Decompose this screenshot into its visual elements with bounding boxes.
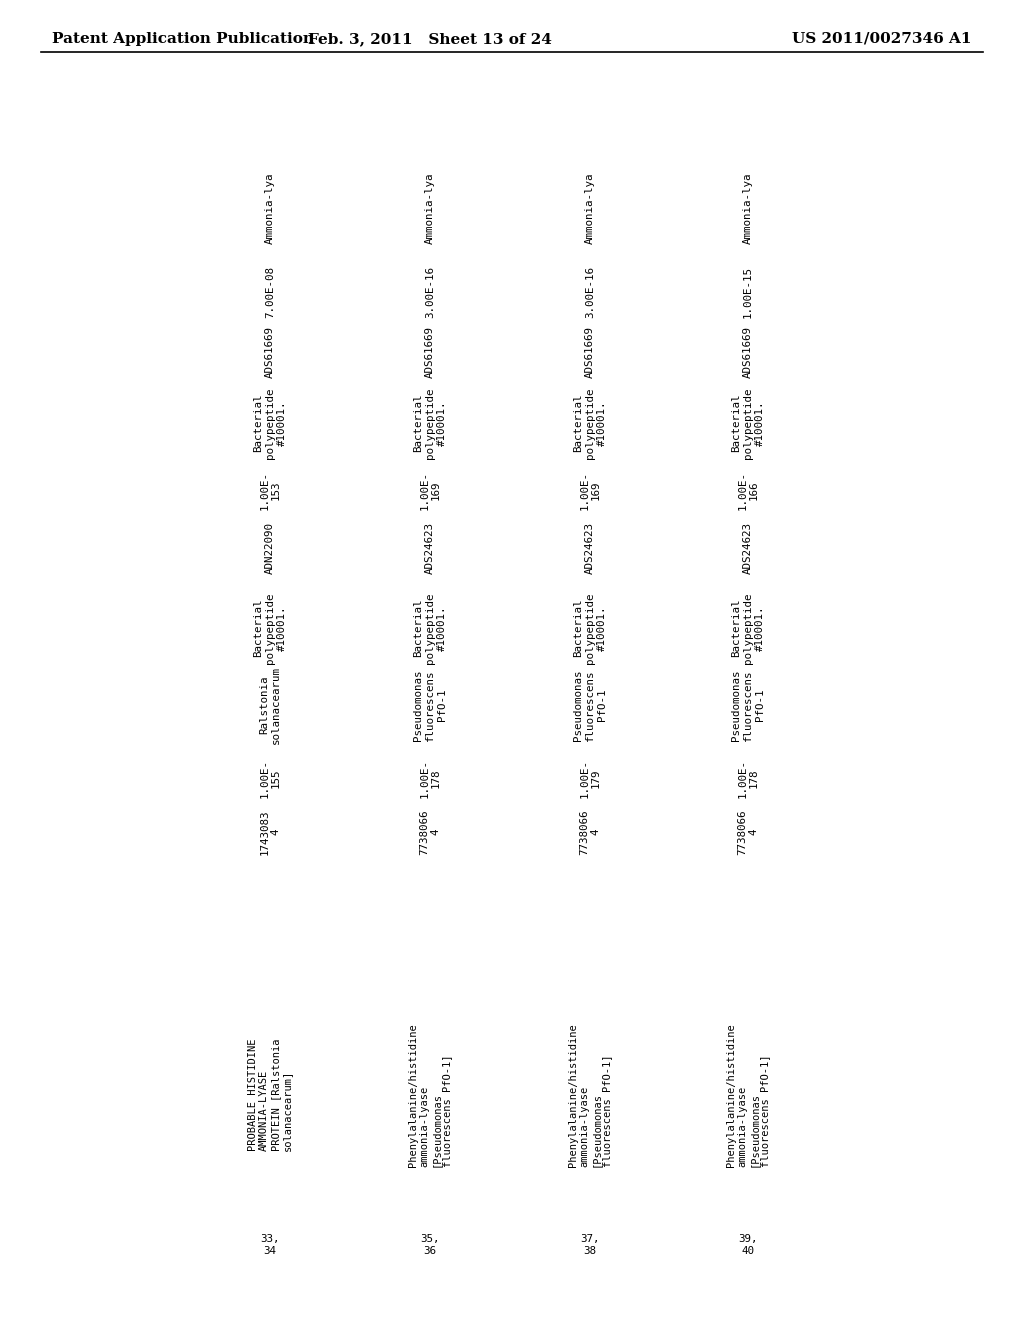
Text: 35,
36: 35, 36 (420, 1234, 439, 1255)
Text: PROBABLE HISTIDINE
AMMONIA-LYASE
PROTEIN [Ralstonia
solanacearum]: PROBABLE HISTIDINE AMMONIA-LYASE PROTEIN… (248, 1039, 293, 1151)
Text: US 2011/0027346 A1: US 2011/0027346 A1 (793, 32, 972, 46)
Text: Phenylalanine/histidine
ammonia-lyase
[Pseudomonas
fluorescens PfO-1]: Phenylalanine/histidine ammonia-lyase [P… (408, 1023, 453, 1167)
Text: ADS61669: ADS61669 (585, 326, 595, 378)
Text: ADS61669: ADS61669 (265, 326, 275, 378)
Text: 39,
40: 39, 40 (738, 1234, 758, 1255)
Text: Patent Application Publication: Patent Application Publication (52, 32, 314, 46)
Text: 3.00E-16: 3.00E-16 (585, 267, 595, 318)
Text: 7738066
4: 7738066 4 (737, 809, 759, 855)
Text: ADS24623: ADS24623 (585, 521, 595, 574)
Text: Bacterial
polypeptide
#10001.: Bacterial polypeptide #10001. (414, 593, 446, 664)
Text: ADN22090: ADN22090 (265, 521, 275, 574)
Text: 7738066
4: 7738066 4 (580, 809, 601, 855)
Text: 1.00E-15: 1.00E-15 (743, 267, 753, 318)
Text: 1.00E-
178: 1.00E- 178 (737, 759, 759, 797)
Text: Pseudomonas
fluorescens
PfO-1: Pseudomonas fluorescens PfO-1 (731, 669, 765, 741)
Text: Pseudomonas
fluorescens
PfO-1: Pseudomonas fluorescens PfO-1 (414, 669, 446, 741)
Text: Bacterial
polypeptide
#10001.: Bacterial polypeptide #10001. (731, 593, 765, 664)
Text: 1.00E-
169: 1.00E- 169 (419, 470, 440, 510)
Text: ADS24623: ADS24623 (425, 521, 435, 574)
Text: 7.00E-08: 7.00E-08 (265, 267, 275, 318)
Text: ADS61669: ADS61669 (743, 326, 753, 378)
Text: Ammonia-lya: Ammonia-lya (743, 172, 753, 244)
Text: Ralstonia
solanacearum: Ralstonia solanacearum (259, 667, 281, 744)
Text: Phenylalanine/histidine
ammonia-lyase
[Pseudomonas
fluorescens PfO-1]: Phenylalanine/histidine ammonia-lyase [P… (567, 1023, 612, 1167)
Text: Bacterial
polypeptide
#10001.: Bacterial polypeptide #10001. (731, 387, 765, 459)
Text: Feb. 3, 2011   Sheet 13 of 24: Feb. 3, 2011 Sheet 13 of 24 (308, 32, 552, 46)
Text: 33,
34: 33, 34 (260, 1234, 280, 1255)
Text: 3.00E-16: 3.00E-16 (425, 267, 435, 318)
Text: Bacterial
polypeptide
#10001.: Bacterial polypeptide #10001. (573, 593, 606, 664)
Text: Bacterial
polypeptide
#10001.: Bacterial polypeptide #10001. (414, 387, 446, 459)
Text: 1.00E-
155: 1.00E- 155 (259, 759, 281, 797)
Text: 37,
38: 37, 38 (581, 1234, 600, 1255)
Text: Bacterial
polypeptide
#10001.: Bacterial polypeptide #10001. (573, 387, 606, 459)
Text: 1.00E-
153: 1.00E- 153 (259, 470, 281, 510)
Text: 1.00E-
179: 1.00E- 179 (580, 759, 601, 797)
Text: 1.00E-
169: 1.00E- 169 (580, 470, 601, 510)
Text: Bacterial
polypeptide
#10001.: Bacterial polypeptide #10001. (253, 387, 287, 459)
Text: Bacterial
polypeptide
#10001.: Bacterial polypeptide #10001. (253, 593, 287, 664)
Text: Ammonia-lya: Ammonia-lya (425, 172, 435, 244)
Text: 1743083
4: 1743083 4 (259, 809, 281, 855)
Text: Ammonia-lya: Ammonia-lya (585, 172, 595, 244)
Text: 1.00E-
166: 1.00E- 166 (737, 470, 759, 510)
Text: 7738066
4: 7738066 4 (419, 809, 440, 855)
Text: ADS61669: ADS61669 (425, 326, 435, 378)
Text: 1.00E-
178: 1.00E- 178 (419, 759, 440, 797)
Text: Ammonia-lya: Ammonia-lya (265, 172, 275, 244)
Text: ADS24623: ADS24623 (743, 521, 753, 574)
Text: Pseudomonas
fluorescens
PfO-1: Pseudomonas fluorescens PfO-1 (573, 669, 606, 741)
Text: Phenylalanine/histidine
ammonia-lyase
[Pseudomonas
fluorescens PfO-1]: Phenylalanine/histidine ammonia-lyase [P… (726, 1023, 770, 1167)
